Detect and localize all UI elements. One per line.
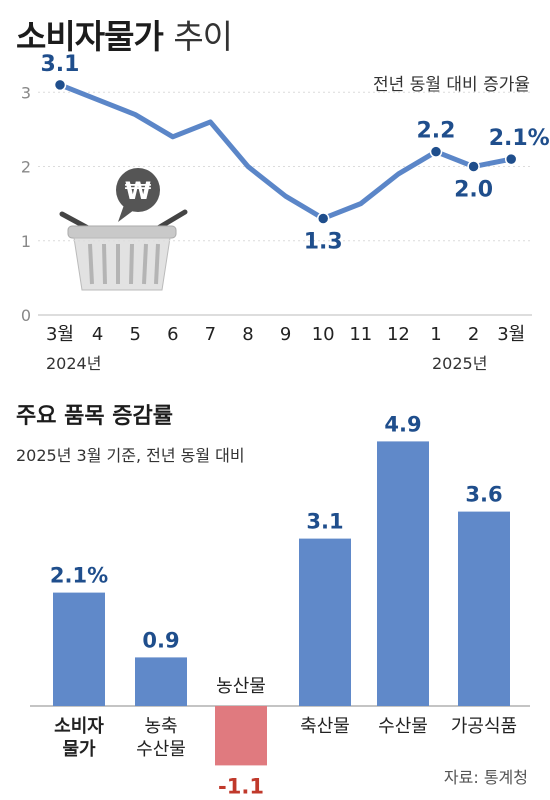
data-point — [316, 212, 330, 225]
bar — [215, 706, 267, 766]
year-label: 2024년 — [46, 354, 101, 373]
data-point — [504, 152, 518, 166]
line-chart-title: 소비자물가 — [16, 17, 164, 56]
category-label: 축산물 — [300, 716, 350, 737]
y-tick-label: 3 — [21, 83, 31, 102]
x-tick-label: 10 — [312, 324, 335, 345]
bar — [53, 592, 105, 706]
x-tick-label: 6 — [167, 324, 178, 345]
data-label: 2.2 — [417, 119, 456, 144]
data-label: 3.1 — [41, 52, 80, 77]
svg-text:₩: ₩ — [125, 177, 152, 205]
bar-value-label: 2.1% — [50, 564, 108, 588]
data-label: 2.1% — [489, 126, 550, 151]
x-tick-label: 8 — [242, 324, 253, 345]
basket-won-icon: ₩ — [59, 168, 188, 291]
category-label: 수산물 — [378, 716, 428, 737]
bar — [458, 511, 510, 706]
unit-note: 전년 동월 대비 증가율 — [373, 75, 530, 95]
x-tick-label: 9 — [280, 324, 291, 345]
category-label: 물가 — [62, 739, 96, 760]
bar-value-label: -1.1 — [218, 774, 264, 798]
x-tick-label: 3월 — [497, 324, 525, 345]
data-point — [53, 78, 67, 92]
category-label: 소비자 — [54, 716, 104, 737]
x-tick-label: 5 — [129, 324, 140, 345]
bar-chart: 2.1%소비자물가0.9농축수산물-1.1농산물3.1축산물4.9수산물3.6가… — [30, 412, 530, 798]
bar-chart-title: 주요 품목 증감률 — [16, 404, 173, 429]
bar-value-label: 4.9 — [384, 412, 421, 436]
bar-chart-subtitle: 2025년 3월 기준, 전년 동월 대비 — [16, 446, 245, 465]
data-point — [429, 145, 443, 158]
x-tick-label: 1 — [430, 324, 441, 345]
y-tick-label: 0 — [21, 306, 31, 325]
bar-value-label: 3.6 — [465, 483, 502, 507]
category-label: 수산물 — [136, 739, 186, 760]
x-tick-label: 7 — [205, 324, 216, 345]
x-tick-label: 2 — [468, 324, 479, 345]
x-tick-label: 12 — [387, 324, 410, 345]
x-tick-label: 3월 — [46, 324, 74, 345]
bar-value-label: 0.9 — [142, 628, 179, 652]
data-point — [467, 160, 480, 173]
y-tick-label: 1 — [21, 232, 31, 251]
category-label: 농산물 — [216, 676, 266, 697]
line-chart-title-suffix: 추이 — [173, 17, 233, 56]
source-note: 자료: 통계청 — [443, 768, 528, 787]
category-label: 가공식품 — [451, 716, 517, 737]
y-tick-label: 2 — [21, 158, 31, 177]
bar-value-label: 3.1 — [306, 510, 343, 534]
year-label: 2025년 — [432, 354, 487, 373]
x-tick-label: 11 — [349, 324, 372, 345]
x-tick-label: 4 — [92, 324, 103, 345]
bar — [135, 657, 187, 706]
data-label: 1.3 — [304, 229, 343, 254]
category-label: 농축 — [144, 716, 177, 737]
bar — [377, 441, 429, 706]
data-label: 2.0 — [454, 178, 493, 203]
bar — [299, 538, 351, 706]
page-title: 소비자물가 추이 — [16, 10, 233, 58]
